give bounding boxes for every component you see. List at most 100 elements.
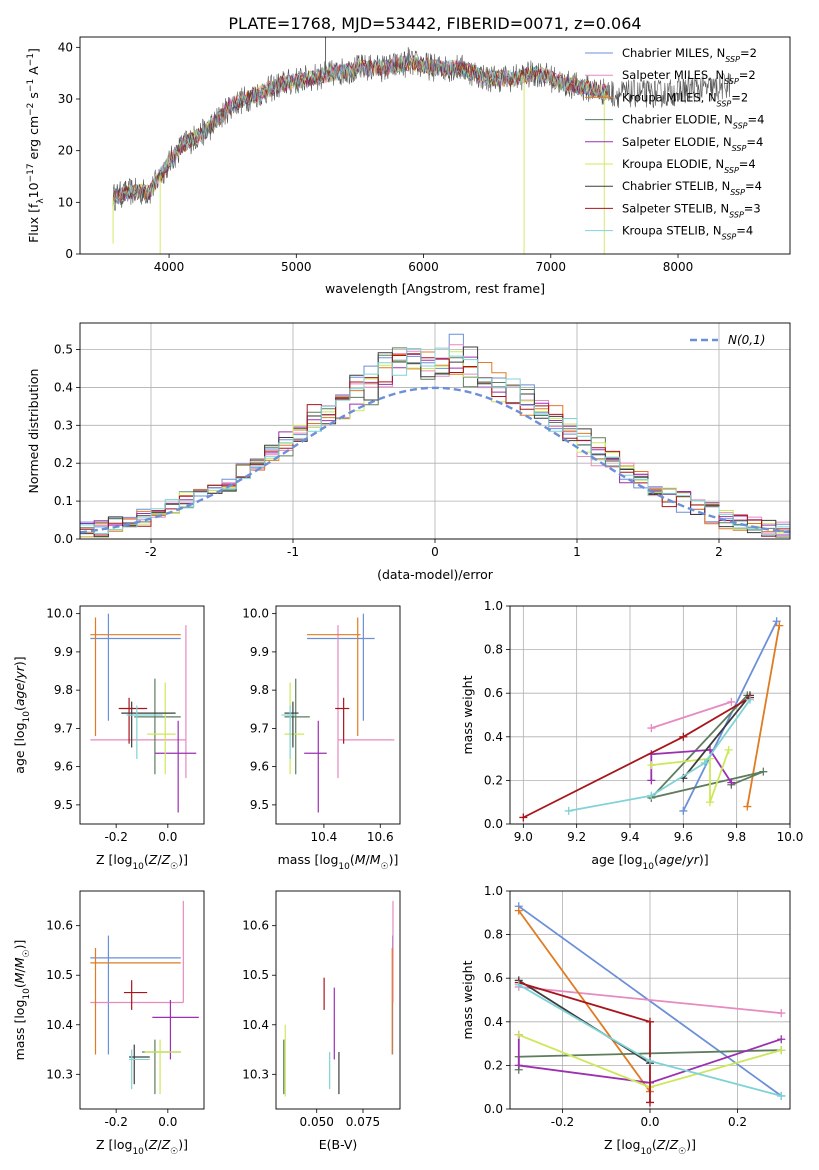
legend-sub: SSP bbox=[730, 188, 745, 197]
label-part: / bbox=[665, 1137, 670, 1152]
label-part: age bbox=[12, 683, 27, 707]
x-tick-label: 1 bbox=[573, 545, 581, 559]
legend-sub: SSP bbox=[724, 166, 739, 175]
label-part: A bbox=[26, 66, 41, 79]
y-tick-label: 20 bbox=[58, 144, 73, 158]
x-tick-label: 0.0 bbox=[158, 830, 177, 844]
weight-series-line bbox=[568, 699, 751, 812]
legend-suffix: =4 bbox=[745, 179, 762, 193]
weight-series-line bbox=[682, 694, 751, 779]
weight-point-marker bbox=[727, 697, 736, 706]
weight-point-marker bbox=[777, 1046, 786, 1055]
weight-point-marker bbox=[777, 1091, 786, 1100]
x-tick-label: -1 bbox=[287, 545, 299, 559]
legend-entry: Chabrier STELIB, NSSP=4 bbox=[622, 179, 762, 197]
label-part: ( bbox=[12, 983, 27, 988]
weight-point-marker bbox=[700, 758, 709, 767]
label-part: −1 bbox=[26, 53, 36, 66]
legend-sub: SSP bbox=[717, 99, 732, 108]
y-axis-label: age [log10(age/yr)] bbox=[12, 656, 32, 773]
label-part: 10 bbox=[643, 862, 655, 872]
label-part: 10 bbox=[22, 711, 32, 723]
label-part: )] bbox=[12, 940, 27, 950]
axes-frame bbox=[79, 605, 205, 825]
y-tick-label: 0.2 bbox=[484, 1058, 503, 1072]
label-part: yr bbox=[685, 852, 699, 867]
weight-point-marker bbox=[647, 776, 656, 785]
legend-entry: N(0,1) bbox=[728, 333, 765, 347]
weight-point-marker bbox=[772, 617, 781, 626]
weight-series-line bbox=[518, 905, 782, 1097]
label-part: 10 bbox=[22, 988, 32, 1000]
axes-frame bbox=[509, 890, 791, 1110]
y-tick-label: 9.5 bbox=[54, 798, 73, 812]
weight-series-line bbox=[518, 910, 651, 1093]
label-part: 10 bbox=[640, 1147, 652, 1157]
y-axis-label: mass weight bbox=[460, 960, 475, 1039]
legend-entry: Chabrier ELODIE, NSSP=4 bbox=[622, 113, 764, 131]
legend-sub: SSP bbox=[733, 121, 748, 130]
y-tick-label: 9.9 bbox=[250, 645, 269, 659]
x-tick-label: 8000 bbox=[663, 260, 694, 274]
legend-sub: SSP bbox=[732, 143, 747, 152]
label-part: age bbox=[659, 852, 683, 867]
y-tick-label: 10.5 bbox=[46, 968, 73, 982]
label-part: ( bbox=[144, 852, 149, 867]
y-tick-label: 10.6 bbox=[46, 919, 73, 933]
legend-suffix: =2 bbox=[731, 90, 748, 104]
x-tick-label: 5000 bbox=[281, 260, 312, 274]
label-part: erg cm bbox=[26, 116, 41, 164]
label-part: s bbox=[26, 92, 41, 103]
y-tick-label: 0.1 bbox=[54, 494, 73, 508]
legend-entry: Kroupa MILES, NSSP=2 bbox=[622, 90, 748, 108]
x-tick-label: -0.2 bbox=[551, 1115, 574, 1129]
weight-point-marker bbox=[514, 1061, 523, 1070]
x-tick-label: 0.0 bbox=[640, 1115, 659, 1129]
y-tick-label: 1.0 bbox=[484, 884, 503, 898]
label-part: )] bbox=[12, 656, 27, 666]
weight-point-marker bbox=[775, 621, 784, 630]
label-part: Flux [f bbox=[26, 203, 41, 243]
legend-entry: Chabrier MILES, NSSP=2 bbox=[622, 46, 757, 64]
label-part: Z [log bbox=[96, 852, 132, 867]
y-tick-label: 0.8 bbox=[484, 928, 503, 942]
y-axis-label: Normed distribution bbox=[26, 369, 41, 494]
axes-frame bbox=[275, 890, 401, 1110]
y-tick-label: 0.8 bbox=[484, 643, 503, 657]
label-part: ( bbox=[144, 1137, 149, 1152]
label-part: Z bbox=[161, 1137, 171, 1152]
panel-mass_vs_Z: -0.2 0.010.310.410.510.6Z [log10(Z/Z☉)]ma… bbox=[12, 890, 205, 1157]
y-tick-label: 10.4 bbox=[46, 1018, 73, 1032]
legend-sub: SSP bbox=[724, 77, 739, 86]
y-tick-label: 0.0 bbox=[484, 1102, 503, 1116]
y-tick-label: 0.5 bbox=[54, 343, 73, 357]
x-tick-label: -2 bbox=[145, 545, 157, 559]
label-part: )] bbox=[178, 852, 188, 867]
y-tick-label: 1.0 bbox=[484, 599, 503, 613]
panel-mass_vs_EBV: 0.050 0.075 10.3 10.4 10.5 10.6 E(B-V) bbox=[242, 890, 401, 1152]
y-axis-label: Flux [fλ10−17 erg cm−2 s−1 A−1] bbox=[26, 48, 46, 243]
weight-point-marker bbox=[514, 1030, 523, 1039]
label-part: )] bbox=[686, 1137, 696, 1152]
label-part: age [log bbox=[12, 722, 27, 773]
panel-spectrum: 4000 5000 6000 7000 8000 0 10 20 30 40 wavelength … bbox=[26, 36, 791, 296]
label-part: −1 bbox=[26, 79, 36, 92]
weight-point-marker bbox=[647, 791, 656, 800]
y-tick-label: 0.6 bbox=[484, 686, 503, 700]
weight-point-marker bbox=[564, 806, 573, 815]
legend-suffix: =4 bbox=[739, 157, 756, 171]
weight-point-marker bbox=[679, 732, 688, 741]
x-tick-label: 0.050 bbox=[300, 1115, 334, 1129]
label-part: ( bbox=[12, 706, 27, 711]
x-tick-label: 9.8 bbox=[727, 830, 746, 844]
panel-age_vs_Z: -0.2 0.09.59.69.79.89.910.0Z [log10(Z/Z☉)… bbox=[12, 605, 205, 872]
x-tick-label: 10.6 bbox=[367, 830, 394, 844]
axes-frame bbox=[509, 605, 791, 825]
y-tick-label: 10.6 bbox=[242, 919, 269, 933]
x-axis-label: Z [log10(Z/Z☉)] bbox=[96, 1137, 188, 1157]
spectrum-model-line bbox=[112, 55, 609, 206]
x-tick-label: 9.6 bbox=[674, 830, 693, 844]
label-part: 10 bbox=[132, 1147, 144, 1157]
legend-suffix: =2 bbox=[740, 46, 757, 60]
